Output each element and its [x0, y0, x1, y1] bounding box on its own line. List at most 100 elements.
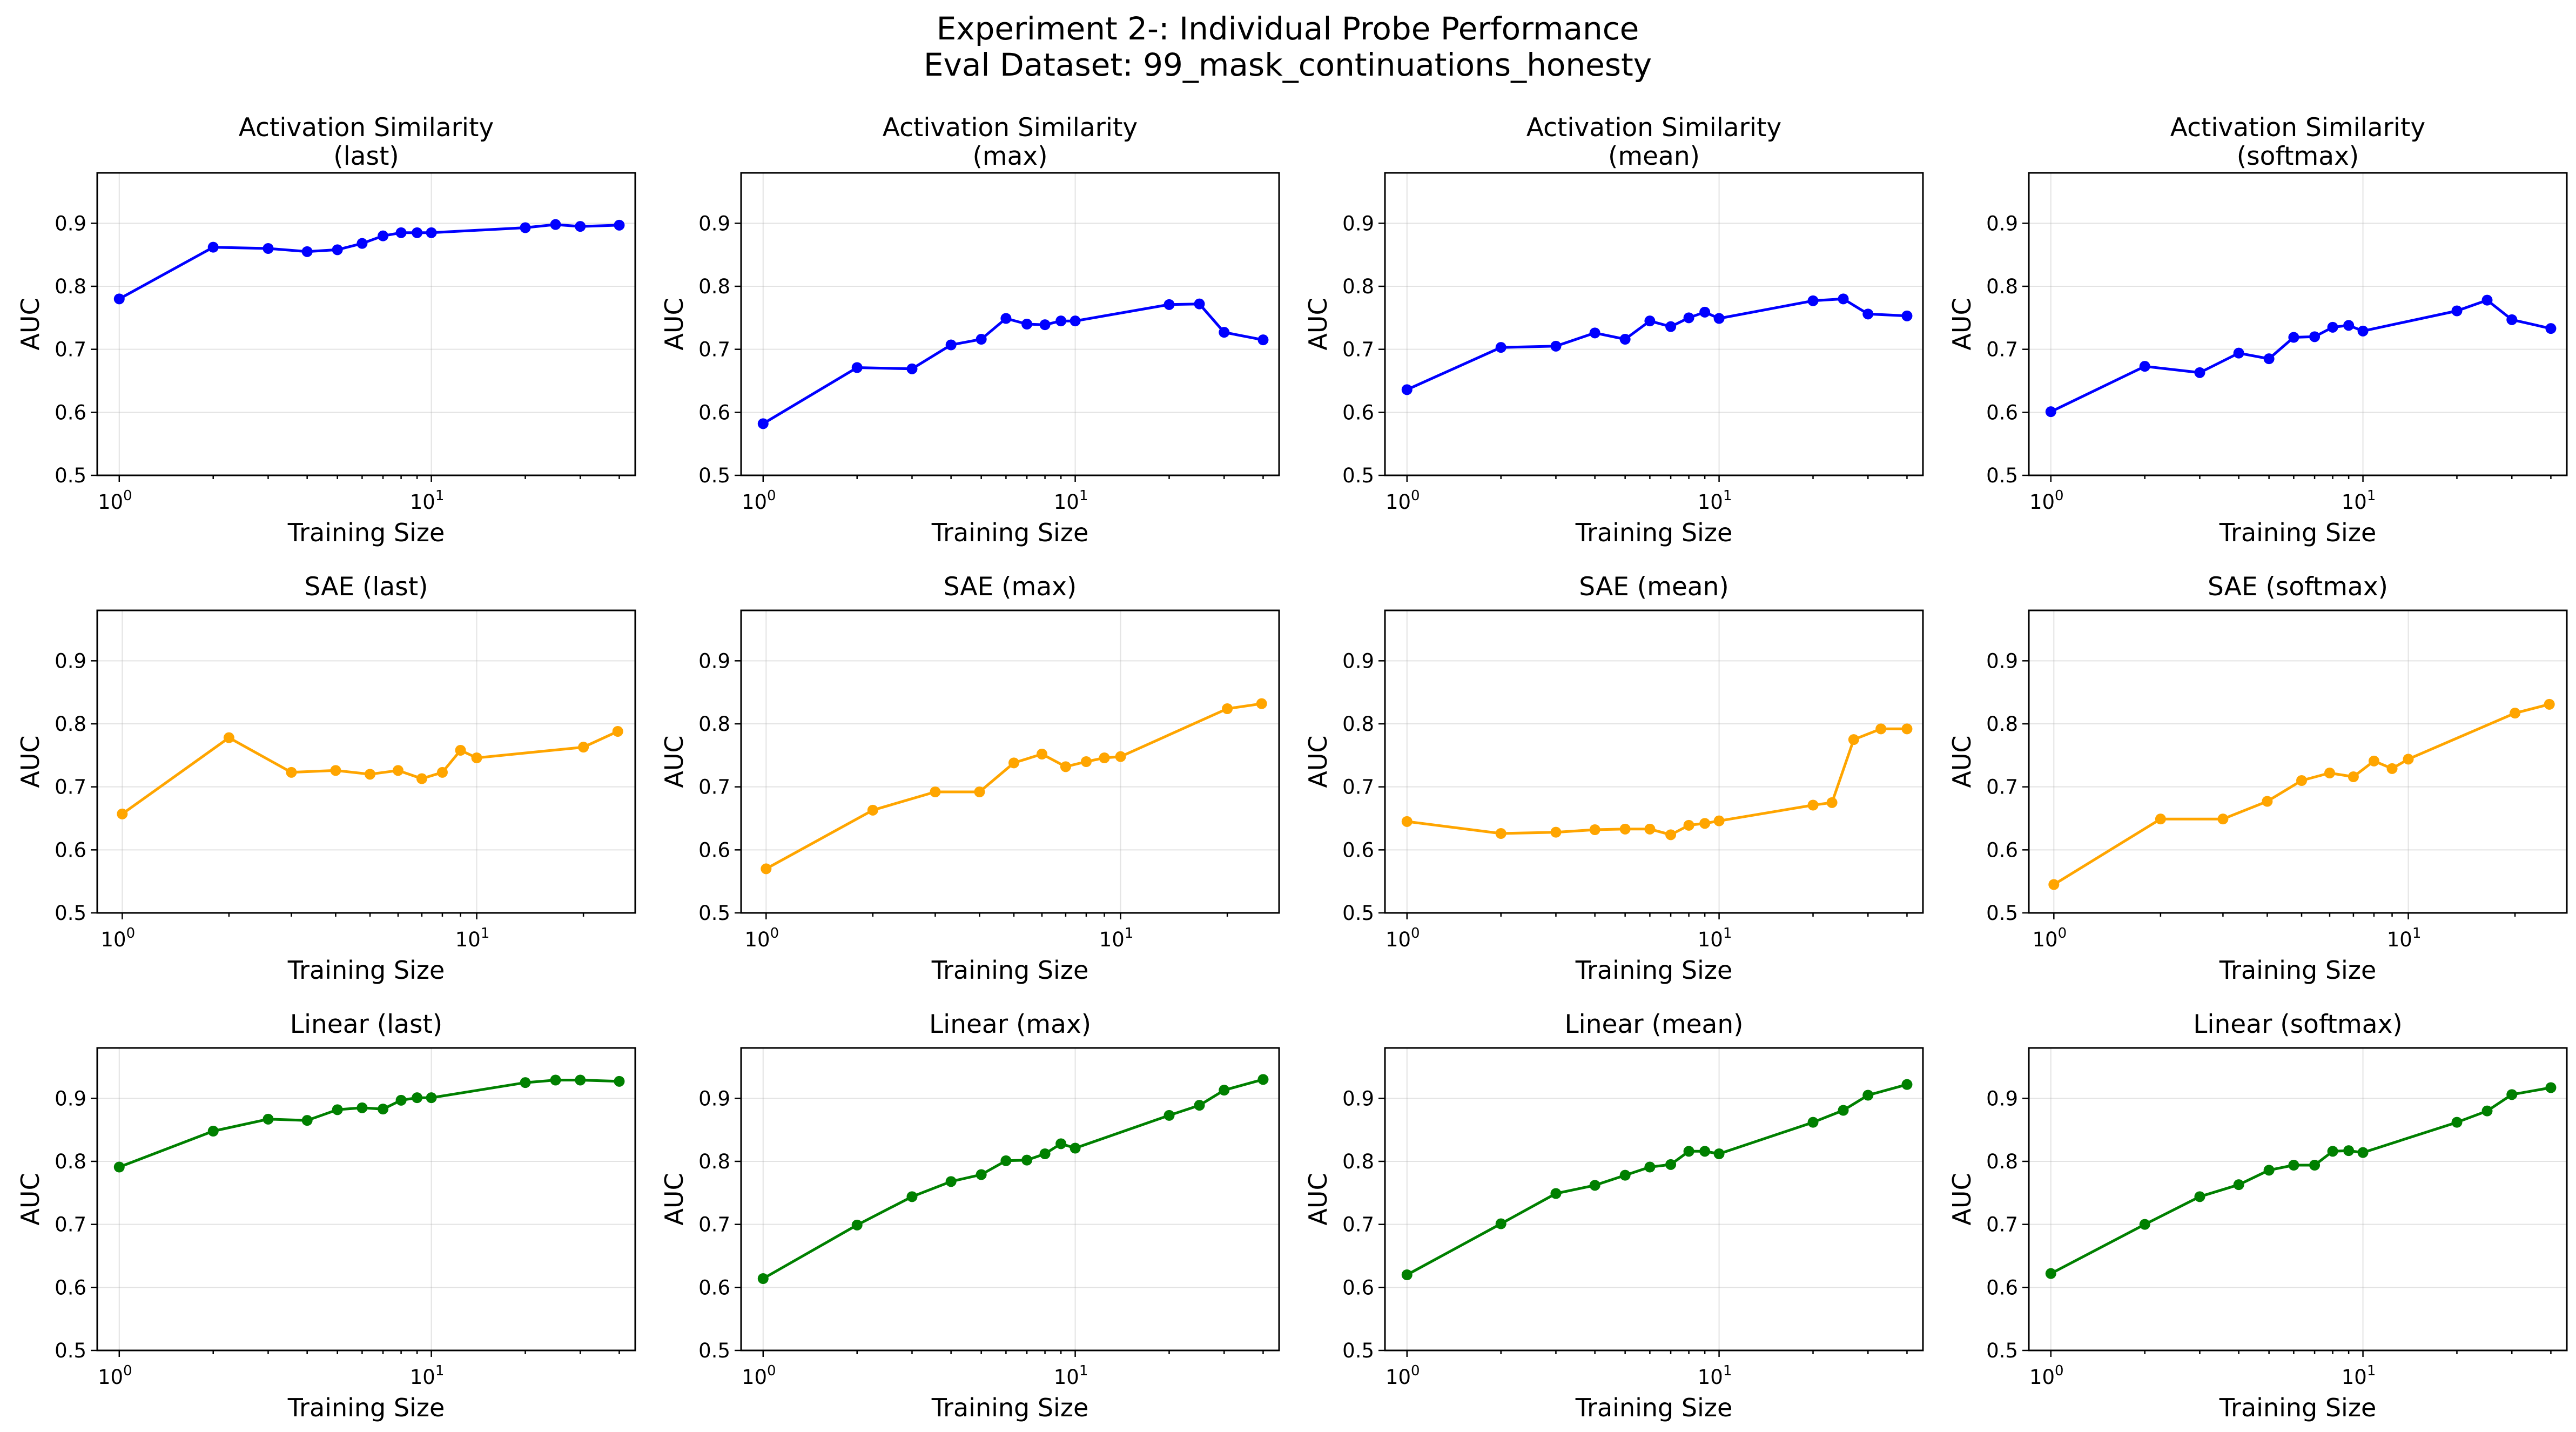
data-point [1589, 1180, 1600, 1191]
data-point [2155, 814, 2166, 825]
data-point [867, 804, 878, 816]
y-axis-label: AUC [660, 735, 689, 788]
y-tick-label: 0.6 [1342, 838, 1374, 862]
y-axis-label: AUC [1303, 1173, 1333, 1225]
data-point [1256, 698, 1267, 709]
x-tick-exponent: 0 [1411, 488, 1420, 504]
y-tick-label: 0.6 [698, 1276, 730, 1299]
x-axis-label: Training Size [287, 1393, 445, 1422]
plot-frame [96, 1047, 636, 1352]
x-axis-label: Training Size [2219, 518, 2377, 547]
data-point [1257, 1074, 1269, 1085]
data-point [1699, 1146, 1711, 1157]
data-point [2545, 323, 2557, 334]
data-point [520, 1077, 531, 1088]
data-point [301, 1115, 313, 1126]
data-point [1219, 327, 1230, 338]
data-point [1222, 703, 1233, 714]
data-point [2343, 1145, 2355, 1157]
y-axis-label: AUC [1303, 735, 1333, 788]
data-point [1807, 1117, 1819, 1128]
data-point [1713, 815, 1725, 826]
data-point [976, 1169, 987, 1180]
data-point [2262, 796, 2273, 807]
data-point [357, 1102, 368, 1113]
y-tick-label: 0.5 [55, 1339, 86, 1362]
y-tick-label: 0.9 [1986, 212, 2018, 235]
y-tick-label: 0.5 [698, 1339, 730, 1362]
data-point [906, 1191, 918, 1202]
x-tick-exponent: 1 [1723, 488, 1732, 504]
y-tick-label: 0.5 [1986, 902, 2018, 925]
y-axis-label: AUC [660, 298, 689, 350]
x-tick-label: 101 [1099, 925, 1134, 951]
data-point [2217, 814, 2229, 825]
y-tick-label: 0.6 [55, 401, 86, 424]
y-tick-label: 0.5 [698, 902, 730, 925]
data-point [117, 808, 128, 819]
data-point [2194, 367, 2205, 378]
data-point [2451, 1117, 2463, 1128]
y-tick-label: 0.8 [698, 712, 730, 736]
subplot-title: SAE (softmax) [2208, 572, 2388, 602]
data-point [1070, 315, 1081, 327]
data-point [113, 1161, 125, 1173]
data-point [1401, 1269, 1413, 1280]
data-point [2481, 1105, 2493, 1117]
x-tick-exponent: 0 [1411, 1363, 1420, 1379]
data-point [1838, 293, 1849, 305]
data-point [2327, 1146, 2338, 1157]
data-point [412, 1092, 423, 1104]
x-tick-exponent: 0 [1411, 925, 1420, 942]
series-line [121, 730, 618, 815]
x-axis-label: Training Size [931, 518, 1089, 547]
y-tick-label: 0.7 [698, 776, 730, 799]
data-point [1008, 757, 1020, 769]
data-point [1115, 751, 1126, 762]
data-point [1644, 823, 1656, 835]
data-point [1589, 327, 1600, 339]
x-tick-exponent: 1 [1079, 488, 1088, 504]
subplot-title: SAE (mean) [1579, 572, 1728, 602]
subplot-title: Linear (mean) [1565, 1010, 1744, 1039]
y-axis-label: AUC [16, 1173, 45, 1225]
y-tick-label: 0.7 [698, 338, 730, 361]
data-point [2309, 1160, 2321, 1171]
y-tick-label: 0.6 [1986, 401, 2018, 424]
subplot-title-line2: (last) [333, 142, 399, 171]
y-tick-label: 0.5 [1342, 902, 1374, 925]
subplot-title-line2: (mean) [1608, 142, 1700, 171]
data-point [1495, 1218, 1506, 1229]
y-tick-label: 0.7 [1342, 1213, 1374, 1236]
data-point [1163, 1110, 1175, 1121]
y-tick-label: 0.8 [1986, 275, 2018, 298]
data-point [1619, 823, 1631, 835]
data-point [2506, 1089, 2518, 1100]
x-tick-exponent: 1 [1079, 1363, 1088, 1379]
data-point [612, 726, 623, 737]
data-point [2510, 708, 2521, 719]
x-tick-exponent: 0 [767, 488, 776, 504]
data-point [1257, 334, 1269, 346]
y-tick-label: 0.5 [1986, 464, 2018, 487]
plot-frame [740, 1047, 1280, 1352]
x-tick-label: 101 [1698, 925, 1732, 951]
y-tick-label: 0.5 [698, 464, 730, 487]
x-tick-exponent: 0 [2055, 1363, 2064, 1379]
y-tick-label: 0.5 [1342, 1339, 1374, 1362]
x-axis-label: Training Size [931, 1393, 1089, 1422]
subplot-title-line2: (max) [972, 142, 1047, 171]
plot-frame [1384, 172, 1924, 476]
data-point [2324, 768, 2335, 778]
x-axis-label: Training Size [1575, 1393, 1733, 1422]
data-point [263, 243, 274, 254]
y-tick-label: 0.7 [1986, 776, 2018, 799]
data-point [1550, 340, 1562, 352]
data-point [1060, 761, 1071, 772]
data-point [1644, 1161, 1656, 1173]
x-axis-label: Training Size [931, 956, 1089, 985]
plot-frame [96, 609, 636, 914]
